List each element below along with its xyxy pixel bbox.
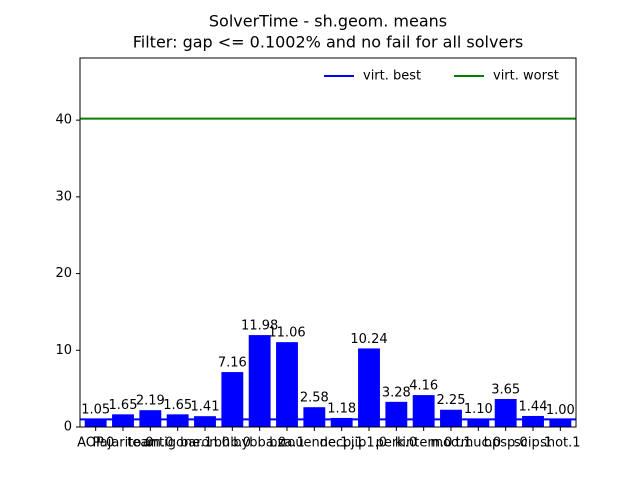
x-tick-label: scip.1 <box>514 436 552 451</box>
x-tick-label: perk.0 <box>376 436 418 451</box>
x-tick-label: bza.1 <box>269 436 304 451</box>
chart-title: SolverTime - sh.geom. means <box>209 12 447 31</box>
value-label: 10.24 <box>350 332 387 347</box>
value-label: 1.10 <box>464 402 493 417</box>
bar <box>166 414 189 427</box>
bar <box>467 418 490 427</box>
bar <box>358 348 380 427</box>
bar <box>194 416 216 427</box>
bar <box>276 342 298 427</box>
x-tick-label: baron.0 <box>180 436 230 451</box>
bar <box>330 417 353 427</box>
bar <box>248 335 271 427</box>
x-tick-label: bhb.0 <box>214 436 251 451</box>
chart-subtitle: Filter: gap <= 0.1002% and no fail for a… <box>133 33 523 52</box>
value-label: 7.16 <box>218 356 247 371</box>
value-label: 2.25 <box>437 393 466 408</box>
x-tick-label: Pajarito.0 <box>93 436 154 451</box>
y-tick-label: 20 <box>55 266 72 281</box>
x-tick-label: mod.1 <box>430 436 471 451</box>
x-tick-label: decp.1 <box>320 436 364 451</box>
y-tick-label: 0 <box>64 420 72 435</box>
value-label: 11.06 <box>268 326 305 341</box>
value-label: 1.41 <box>191 400 220 415</box>
y-tick-label: 40 <box>55 113 72 128</box>
x-tick-label: shot.1 <box>540 436 580 451</box>
x-tick-label: antigone.1 <box>143 436 213 451</box>
value-label: 1.18 <box>327 401 356 416</box>
value-label: 1.00 <box>546 403 575 418</box>
value-label: 1.65 <box>163 398 192 413</box>
value-label: 1.44 <box>519 399 548 414</box>
x-tick-label: bpsp.0 <box>484 436 528 451</box>
x-tick-label: kintem.0 <box>395 436 453 451</box>
value-label: 11.98 <box>241 319 278 334</box>
x-tick-label: jip1.0 <box>350 436 387 451</box>
bar <box>221 372 244 427</box>
x-tick-label: team.0 <box>127 436 173 451</box>
value-label: 4.16 <box>409 379 438 394</box>
x-tick-label: couenne.1 <box>280 436 348 451</box>
plot-frame <box>79 57 577 428</box>
bar <box>522 415 544 427</box>
y-tick-label: 30 <box>55 189 72 204</box>
legend-label: virt. best <box>363 69 421 84</box>
bar <box>385 401 408 427</box>
bar <box>494 398 517 427</box>
legend-label: virt. worst <box>493 69 559 84</box>
bar <box>303 407 326 427</box>
value-label: 3.28 <box>382 385 411 400</box>
x-tick-label: tmuc.0 <box>456 436 502 451</box>
value-label: 1.05 <box>81 402 110 417</box>
bar <box>412 395 435 427</box>
bar <box>84 418 107 427</box>
x-tick-label: bybba.0 <box>233 436 286 451</box>
bar <box>549 419 572 427</box>
value-label: 2.58 <box>300 391 329 406</box>
value-label: 1.65 <box>109 398 138 413</box>
x-tick-label: AOP.0 <box>77 436 114 451</box>
y-tick-label: 10 <box>55 343 72 358</box>
bar <box>112 414 134 427</box>
value-label: 2.19 <box>136 394 165 409</box>
value-label: 3.65 <box>491 382 520 397</box>
